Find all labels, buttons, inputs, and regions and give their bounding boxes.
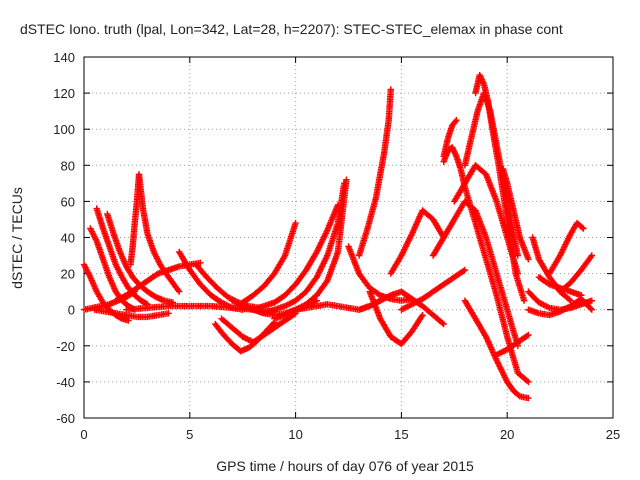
data-point-marker bbox=[514, 270, 521, 277]
data-point-marker bbox=[292, 219, 299, 227]
data-series bbox=[355, 86, 394, 259]
data-series bbox=[440, 117, 460, 160]
y-tick-label: -20 bbox=[56, 339, 75, 354]
data-series bbox=[218, 310, 299, 346]
grid-lines bbox=[84, 57, 613, 418]
data-point-marker bbox=[525, 394, 532, 402]
x-axis-ticks: 0 5 10 15 20 25 bbox=[80, 57, 620, 442]
y-tick-label: 140 bbox=[53, 50, 75, 65]
data-series bbox=[525, 295, 595, 319]
data-point-marker bbox=[587, 305, 594, 312]
data-point-marker bbox=[387, 86, 394, 93]
y-tick-label: -60 bbox=[56, 411, 75, 426]
y-tick-label: -40 bbox=[56, 375, 75, 390]
data-point-marker bbox=[525, 256, 532, 263]
y-tick-label: 0 bbox=[68, 303, 75, 318]
x-tick-label: 25 bbox=[606, 427, 620, 442]
data-point-marker bbox=[520, 297, 528, 304]
data-point-marker bbox=[588, 306, 595, 313]
data-point-marker bbox=[197, 259, 204, 266]
y-tick-label: 40 bbox=[61, 231, 75, 246]
data-series bbox=[461, 297, 532, 402]
data-point-marker bbox=[419, 311, 426, 319]
data-series bbox=[104, 210, 177, 306]
data-point-marker bbox=[453, 117, 460, 124]
x-tick-label: 5 bbox=[186, 427, 193, 442]
data-point-marker bbox=[566, 296, 573, 303]
data-series bbox=[91, 306, 172, 321]
data-series bbox=[499, 165, 532, 263]
y-tick-label: 60 bbox=[61, 194, 75, 209]
data-series bbox=[556, 252, 595, 295]
y-axis-ticks: -60 -40 -20 0 20 40 60 80 100 120 140 bbox=[53, 50, 613, 426]
data-series bbox=[451, 162, 521, 277]
y-tick-label: 100 bbox=[53, 122, 75, 137]
data-series bbox=[127, 171, 183, 295]
data-series bbox=[546, 219, 587, 277]
data-point-marker bbox=[375, 291, 383, 298]
y-axis-label: dSTEC / TECUs bbox=[9, 187, 25, 289]
data-point-marker bbox=[460, 267, 467, 275]
data-series bbox=[271, 176, 350, 322]
data-point-marker bbox=[523, 332, 531, 340]
x-tick-label: 15 bbox=[394, 427, 408, 442]
data-point-marker bbox=[440, 320, 447, 328]
y-tick-label: 80 bbox=[61, 158, 75, 173]
data-point-marker bbox=[165, 310, 172, 317]
data-point-marker bbox=[525, 331, 532, 339]
data-series bbox=[239, 219, 299, 306]
data-point-marker bbox=[439, 319, 446, 327]
data-point-marker bbox=[175, 287, 182, 294]
data-point-marker bbox=[452, 118, 459, 125]
data-point-marker bbox=[523, 377, 531, 384]
data-series bbox=[250, 201, 342, 313]
data-point-marker bbox=[525, 378, 532, 386]
x-axis-label: GPS time / hours of day 076 of year 2015 bbox=[216, 458, 474, 474]
data-series bbox=[493, 331, 532, 358]
chart-title: dSTEC Iono. truth (lpal, Lon=342, Lat=28… bbox=[20, 21, 563, 37]
x-tick-label: 10 bbox=[288, 427, 302, 442]
data-point-marker bbox=[578, 224, 586, 231]
data-point-marker bbox=[461, 266, 469, 274]
data-point-marker bbox=[176, 288, 183, 295]
data-point-marker bbox=[567, 297, 574, 304]
data-series bbox=[260, 180, 348, 317]
data-series bbox=[387, 207, 447, 277]
data-series bbox=[398, 266, 469, 313]
data-point-marker bbox=[343, 176, 350, 183]
x-tick-label: 20 bbox=[500, 427, 514, 442]
y-tick-label: 20 bbox=[61, 267, 75, 282]
data-point-marker bbox=[153, 271, 160, 278]
data-point-marker bbox=[580, 225, 587, 232]
x-tick-label: 0 bbox=[80, 427, 87, 442]
data-point-marker bbox=[588, 252, 595, 259]
data-point-marker bbox=[515, 392, 522, 399]
data-point-marker bbox=[514, 252, 521, 259]
y-tick-label: 120 bbox=[53, 86, 75, 101]
data-markers bbox=[80, 71, 595, 402]
data-point-marker bbox=[588, 297, 595, 304]
